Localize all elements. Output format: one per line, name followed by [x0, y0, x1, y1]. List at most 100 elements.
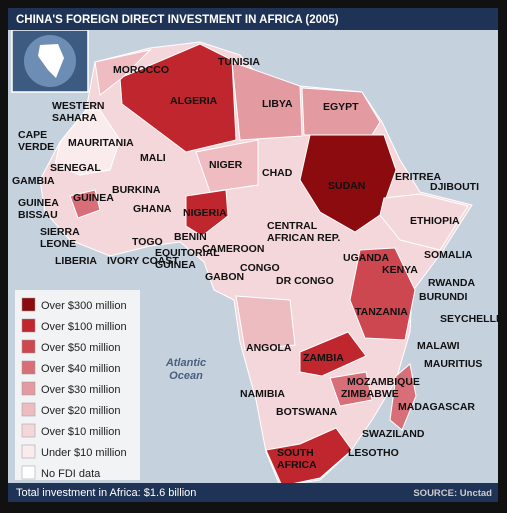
title-bar [8, 8, 498, 30]
region [69, 189, 101, 219]
country-label: UGANDA [343, 252, 389, 264]
country-label: SUDAN [328, 180, 365, 192]
legend-swatch [21, 360, 36, 375]
region [329, 371, 373, 407]
country-label: MAURITIUS [424, 358, 482, 370]
country-label: BENIN [174, 231, 207, 243]
country-line: LIBYA [262, 98, 293, 110]
country-line: TANZANIA [355, 306, 408, 318]
country-line: BENIN [174, 231, 207, 243]
ocean-line: Atlantic [165, 357, 206, 369]
country-line: BURUNDI [419, 291, 467, 303]
country-label: MALI [140, 152, 166, 164]
country-label: IVORY COAST [107, 255, 179, 267]
country-label: ZAMBIA [303, 352, 344, 364]
legend-label: Over $300 million [41, 300, 127, 312]
country-label: CENTRAL AFRICAN REP. [267, 220, 340, 244]
country-line: CAMEROON [202, 243, 264, 255]
country-label: LIBYA [262, 98, 293, 110]
country-label: RWANDA [428, 277, 475, 289]
country-label: MOROCCO [113, 64, 169, 76]
inset-africa [38, 44, 64, 78]
country-line: ALGERIA [170, 95, 218, 107]
country-line: LESOTHO [348, 447, 399, 459]
country-label: MADAGASCAR [398, 401, 475, 413]
country-label: GHANA [133, 203, 172, 215]
country-line: TOGO [132, 236, 163, 248]
legend-swatch [21, 444, 36, 459]
country-label: SIERRA LEONE [40, 226, 80, 250]
country-line: WESTERN [52, 100, 105, 112]
country-label: MOZAMBIQUE [347, 376, 420, 388]
country-line: MOROCCO [113, 64, 169, 76]
country-label: EQUITORIAL GUINEA [155, 247, 220, 271]
legend-swatch [21, 423, 36, 438]
country-label: ANGOLA [246, 342, 292, 354]
country-line: CAPE [18, 129, 47, 141]
country-label: MAURITANIA [68, 137, 134, 149]
country-line: EQUITORIAL [155, 247, 220, 259]
country-label: NIGERIA [183, 207, 227, 219]
country-line: AFRICAN REP. [267, 232, 340, 244]
country-line: SOMALIA [424, 249, 473, 261]
country-label: CONGO [240, 262, 280, 274]
legend-label: Under $10 million [41, 447, 127, 459]
region [379, 193, 469, 251]
region [195, 139, 259, 193]
country-label: MALAWI [417, 340, 460, 352]
legend-swatch [21, 402, 36, 417]
country-line: LEONE [40, 238, 76, 250]
country-line: MADAGASCAR [398, 401, 475, 413]
country-line: ERITREA [395, 171, 442, 183]
legend-swatch [21, 318, 36, 333]
legend-swatch [21, 339, 36, 354]
country-label: SOUTH AFRICA [277, 447, 317, 471]
country-line: LIBERIA [55, 255, 97, 267]
region [389, 363, 417, 431]
country-label: DR CONGO [276, 275, 334, 287]
country-label: GAMBIA [12, 175, 55, 187]
country-line: CONGO [240, 262, 280, 274]
country-label: KENYA [382, 264, 418, 276]
country-line: NIGER [209, 159, 243, 171]
country-label: ZIMBABWE [341, 388, 399, 400]
country-label: GUINEA [73, 192, 114, 204]
country-line: DJIBOUTI [430, 181, 479, 193]
legend-label: Over $30 million [41, 384, 120, 396]
country-line: SEYCHELLES [440, 313, 507, 325]
country-label: SEYCHELLES [440, 313, 507, 325]
country-label: TANZANIA [355, 306, 408, 318]
country-line: ZIMBABWE [341, 388, 399, 400]
region [349, 247, 416, 341]
country-line: CENTRAL [267, 220, 318, 232]
country-label: EGYPT [323, 101, 359, 113]
region [94, 49, 152, 96]
country-line: KENYA [382, 264, 418, 276]
country-line: AFRICA [277, 459, 317, 471]
footer-source: SOURCE: Unctad [413, 488, 492, 499]
country-line: GUINEA [18, 197, 59, 209]
country-line: ETHIOPIA [410, 215, 460, 227]
country-line: ZAMBIA [303, 352, 344, 364]
country-label: ETHIOPIA [410, 215, 460, 227]
country-line: GUINEA [73, 192, 114, 204]
region [299, 134, 397, 233]
legend-swatch [21, 465, 36, 480]
country-line: CHAD [262, 167, 293, 179]
country-line: MAURITANIA [68, 137, 134, 149]
country-line: SOUTH [277, 447, 314, 459]
country-label: GUINEA BISSAU [18, 197, 59, 221]
country-line: IVORY COAST [107, 255, 179, 267]
country-line: SUDAN [328, 180, 365, 192]
footer-bar [8, 483, 498, 502]
country-label: CHAD [262, 167, 293, 179]
region [235, 295, 296, 351]
country-line: SIERRA [40, 226, 80, 238]
country-line: MALAWI [417, 340, 460, 352]
country-label: SOMALIA [424, 249, 473, 261]
region [301, 87, 381, 136]
legend-swatch [21, 381, 36, 396]
region [231, 61, 303, 141]
country-label: TOGO [132, 236, 163, 248]
